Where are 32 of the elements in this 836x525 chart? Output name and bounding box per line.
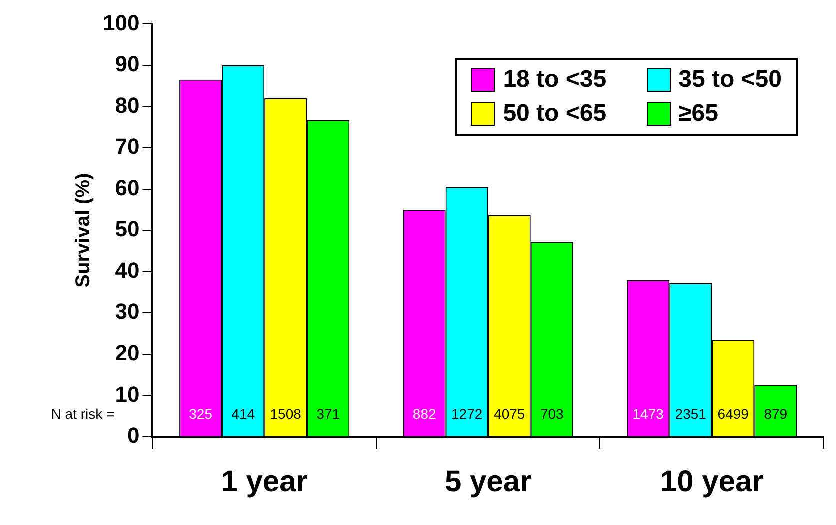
y-tick-label: 80: [115, 92, 140, 118]
annotation: 414: [232, 406, 256, 422]
x-tick-label: 5 year: [444, 465, 532, 498]
x-tick-label: 10 year: [660, 465, 764, 498]
annotation: 6499: [718, 406, 750, 422]
y-tick-label: 100: [102, 10, 140, 36]
y-tick-label: 70: [115, 134, 140, 160]
y-axis-title: Survival (%): [72, 173, 95, 288]
annotation: 1508: [270, 406, 302, 422]
annotation: 703: [540, 406, 564, 422]
y-tick-label: 50: [115, 216, 140, 242]
annotation: 4075: [494, 406, 526, 422]
legend-label: 50 to <65: [503, 100, 607, 128]
annotation: 1272: [452, 406, 483, 422]
y-tick-label: 60: [115, 175, 140, 200]
annotation: 879: [764, 406, 788, 422]
annotation: 882: [412, 406, 436, 422]
annotation: 1473: [632, 406, 664, 422]
y-tick-label: 20: [115, 340, 140, 366]
y-tick-label: 10: [115, 382, 140, 407]
legend-label: ≥65: [678, 100, 718, 128]
annotation: 371: [316, 406, 340, 422]
y-tick-label: 30: [115, 299, 140, 324]
y-tick-label: 0: [127, 423, 140, 448]
y-tick-label: 40: [115, 258, 140, 283]
legend-label: 18 to <35: [503, 66, 607, 94]
y-tick-label: 90: [115, 52, 140, 77]
annotation: 2351: [675, 406, 707, 422]
text: N at risk =: [51, 406, 115, 422]
legend-label: 35 to <50: [678, 66, 782, 94]
annotation: 325: [189, 406, 213, 422]
x-tick-label: 1 year: [221, 465, 308, 498]
